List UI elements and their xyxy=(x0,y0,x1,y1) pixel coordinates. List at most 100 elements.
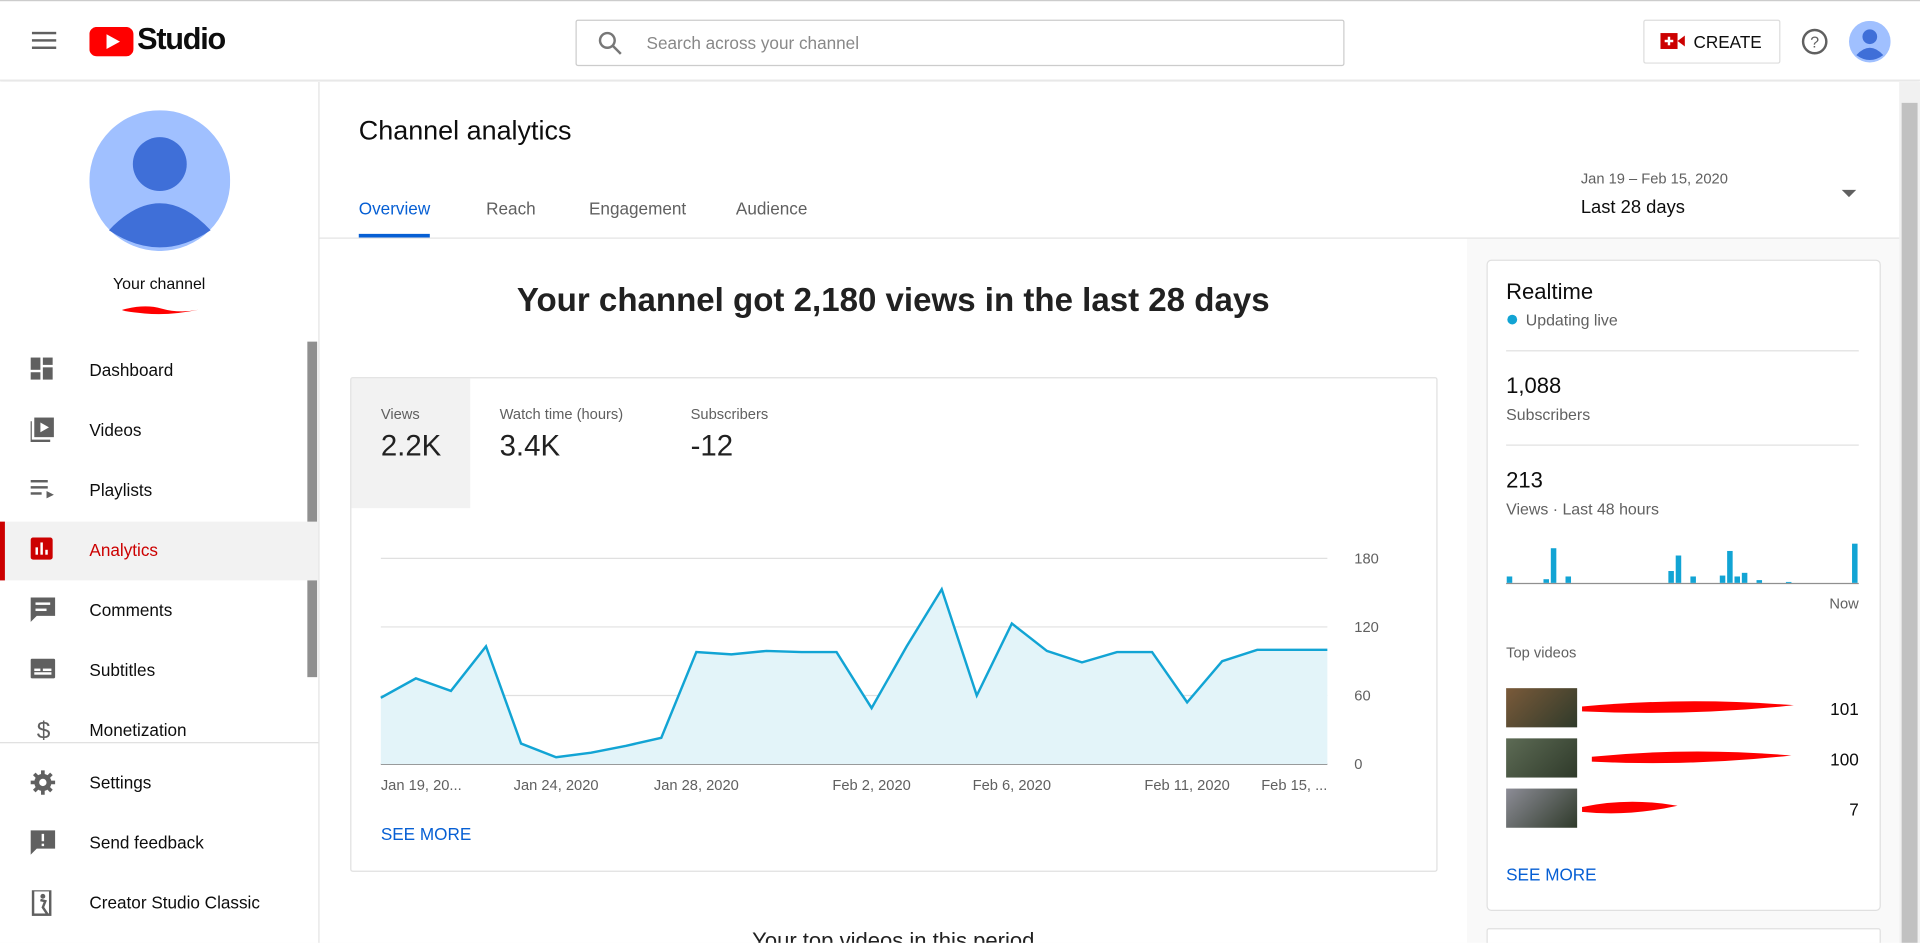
nav-label: Analytics xyxy=(89,540,158,560)
bar xyxy=(1690,576,1696,583)
headline: Your channel got 2,180 views in the last… xyxy=(516,281,1270,319)
menu-button[interactable] xyxy=(31,31,57,51)
area-fill xyxy=(380,589,1328,765)
bar xyxy=(1727,550,1733,583)
nav-label: Subtitles xyxy=(89,660,156,680)
see-more-button[interactable]: SEE MORE xyxy=(380,824,472,844)
nav-item[interactable]: Subtitles xyxy=(0,642,318,701)
bar xyxy=(1675,555,1682,583)
metrics-card xyxy=(350,377,1438,872)
nav-icon xyxy=(31,890,52,916)
y-tick-label: 180 xyxy=(1354,551,1379,567)
nav-label: Send feedback xyxy=(89,832,204,853)
tab[interactable]: Overview xyxy=(358,198,431,218)
nav-item[interactable]: Creator Studio Classic xyxy=(0,874,318,933)
period-select[interactable]: Last 28 days xyxy=(1580,197,1685,218)
nav-item[interactable]: Playlists xyxy=(0,462,318,521)
dropdown-arrow[interactable] xyxy=(1841,189,1857,199)
subscriber-label: Subscribers xyxy=(1506,405,1591,424)
top-videos-label: Top videos xyxy=(1506,644,1577,662)
nav-item[interactable]: Analytics xyxy=(0,521,319,581)
metric-selected[interactable] xyxy=(351,378,471,509)
y-tick-label: 120 xyxy=(1354,620,1379,636)
search-icon xyxy=(598,31,622,55)
video-thumbnail[interactable] xyxy=(1506,738,1578,778)
nav-item[interactable]: Comments xyxy=(0,582,318,641)
channel-avatar[interactable] xyxy=(89,110,231,252)
tab-indicator xyxy=(358,233,430,238)
nav-label: Settings xyxy=(89,772,152,793)
x-tick-label: Jan 19, 20... xyxy=(381,778,462,794)
nav-icon xyxy=(30,480,54,499)
sidebar: Your channel xyxy=(0,82,320,943)
realtime-title: Realtime xyxy=(1506,279,1594,304)
x-tick-label: Now xyxy=(1829,597,1859,613)
nav-item[interactable]: $ Monetization xyxy=(0,702,318,761)
bar xyxy=(1741,572,1748,583)
youtube-logo[interactable] xyxy=(89,26,134,57)
see-more-button[interactable]: SEE MORE xyxy=(1506,864,1597,885)
nav-item[interactable]: Videos xyxy=(0,402,318,461)
divider xyxy=(319,237,1900,239)
bar xyxy=(1668,571,1674,583)
bar xyxy=(1543,579,1549,583)
nav-label: Playlists xyxy=(89,480,153,500)
top-bar: Studio Search across your channel CREATE… xyxy=(0,0,1920,81)
x-tick-label: Feb 6, 2020 xyxy=(973,778,1051,794)
section-title: Your top videos in this period xyxy=(752,928,1035,943)
nav-icon xyxy=(30,537,53,560)
metric-label: Watch time (hours) xyxy=(499,405,624,423)
nav-label: Videos xyxy=(89,420,142,440)
create-button[interactable]: CREATE xyxy=(1643,19,1781,64)
video-views: 100 xyxy=(1830,749,1859,769)
metric-label: Views xyxy=(380,405,420,423)
video-thumbnail[interactable] xyxy=(1506,788,1578,828)
bar xyxy=(1550,548,1557,583)
svg-text:?: ? xyxy=(1810,35,1819,52)
bar xyxy=(1785,581,1792,583)
line xyxy=(380,586,1328,759)
tab[interactable]: Audience xyxy=(735,198,808,218)
nav-label: Creator Studio Classic xyxy=(89,892,260,913)
tab[interactable]: Engagement xyxy=(588,198,687,218)
nav-label: Dashboard xyxy=(89,360,174,380)
nav-item[interactable]: Settings xyxy=(0,754,318,813)
x-tick-label: Feb 15, ... xyxy=(1261,778,1327,794)
nav-item[interactable]: Dashboard xyxy=(0,342,318,401)
nav-item[interactable]: Send feedback xyxy=(0,814,318,873)
channel-label: Your channel xyxy=(112,274,206,293)
tab[interactable]: Reach xyxy=(486,198,536,218)
video-thumbnail[interactable] xyxy=(1506,688,1578,728)
metric-value: 2.2K xyxy=(380,429,442,463)
x-tick-label: Jan 28, 2020 xyxy=(654,778,739,794)
help-button[interactable]: ? xyxy=(1801,28,1828,55)
create-icon xyxy=(1660,33,1685,49)
redaction xyxy=(1591,751,1792,764)
metric-value: 3.4K xyxy=(499,429,561,463)
views-label: Views · Last 48 hours xyxy=(1506,499,1659,518)
live-dot xyxy=(1507,314,1518,325)
account-avatar[interactable] xyxy=(1848,20,1891,63)
x-tick-label: Jan 24, 2020 xyxy=(514,778,599,794)
bar xyxy=(1852,543,1858,583)
bar xyxy=(1734,576,1741,583)
subscriber-count: 1,088 xyxy=(1506,373,1562,398)
date-range[interactable]: Jan 19 – Feb 15, 2020 xyxy=(1580,170,1728,188)
nav-icon xyxy=(30,658,56,679)
x-tick-label: Feb 2, 2020 xyxy=(832,778,910,794)
bar xyxy=(1506,576,1513,583)
scrollbar[interactable] xyxy=(307,341,318,678)
nav-icon xyxy=(30,770,56,795)
search-box[interactable]: Search across your channel xyxy=(575,19,1345,67)
video-views: 7 xyxy=(1849,799,1859,820)
nav-icon xyxy=(30,417,54,443)
redaction xyxy=(1582,701,1794,713)
logo-text[interactable]: Studio xyxy=(137,22,226,57)
redaction xyxy=(122,306,199,315)
page-scrollbar[interactable] xyxy=(1899,82,1920,943)
y-tick-label: 0 xyxy=(1354,757,1362,773)
bar xyxy=(1756,580,1763,583)
